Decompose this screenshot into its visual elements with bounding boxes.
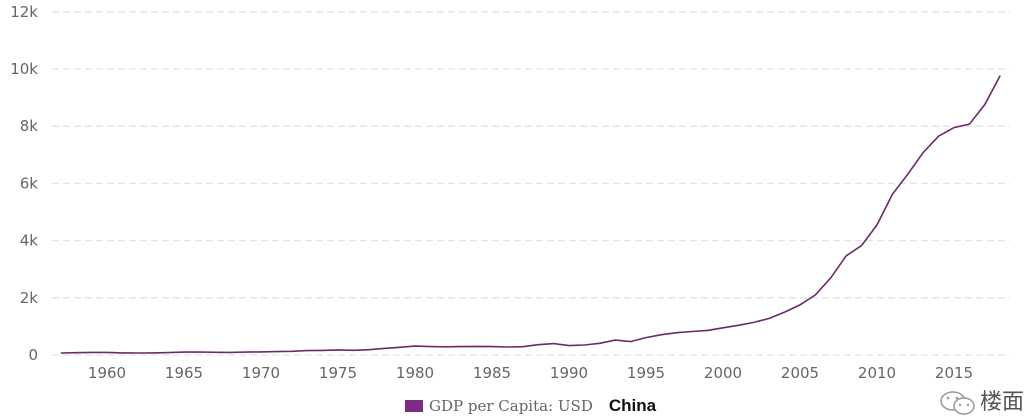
x-tick-label: 1980 bbox=[396, 364, 434, 382]
x-tick-label: 1995 bbox=[627, 364, 665, 382]
y-tick-label: 2k bbox=[20, 289, 39, 307]
y-tick-label: 10k bbox=[10, 60, 38, 78]
watermark-text: 楼面 bbox=[980, 390, 1025, 415]
x-tick-label: 1960 bbox=[88, 364, 126, 382]
series-line-gdp-per-capita bbox=[60, 75, 1001, 354]
x-tick-label: 2015 bbox=[935, 364, 973, 382]
y-tick-label: 12k bbox=[10, 3, 38, 21]
y-tick-label: 4k bbox=[20, 232, 39, 250]
y-tick-label: 6k bbox=[20, 174, 39, 192]
y-tick-label: 0 bbox=[28, 346, 38, 364]
watermark: 楼面 bbox=[938, 389, 1024, 417]
x-tick-label: 2000 bbox=[704, 364, 742, 382]
country-label: China bbox=[608, 396, 657, 415]
y-tick-label: 8k bbox=[20, 117, 39, 135]
x-tick-label: 2005 bbox=[781, 364, 819, 382]
x-tick-label: 2010 bbox=[858, 364, 896, 382]
x-tick-label: 1985 bbox=[473, 364, 511, 382]
x-tick-label: 1975 bbox=[319, 364, 357, 382]
x-tick-label: 1990 bbox=[550, 364, 588, 382]
legend-swatch bbox=[405, 400, 423, 412]
x-tick-label: 1965 bbox=[165, 364, 203, 382]
wechat-icon bbox=[940, 391, 975, 415]
legend-label: GDP per Capita: USD bbox=[429, 397, 593, 415]
legend[interactable]: GDP per Capita: USD China bbox=[405, 396, 656, 416]
x-tick-label: 1970 bbox=[242, 364, 280, 382]
